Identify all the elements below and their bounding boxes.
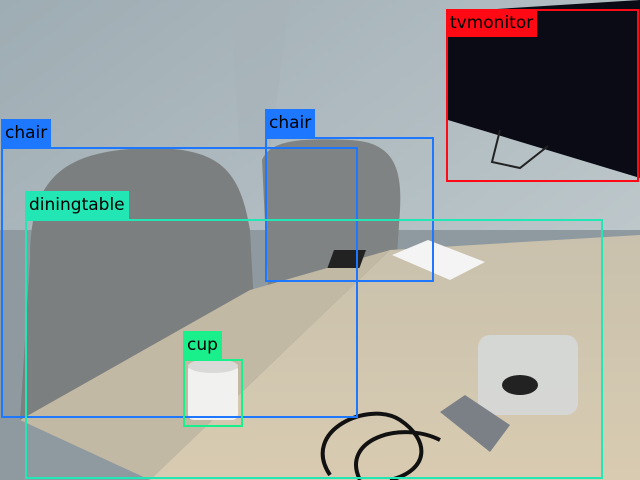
- detection-label-cup: cup: [183, 331, 222, 359]
- detection-box-chair: [265, 137, 434, 282]
- detection-box-diningtable: [25, 219, 603, 479]
- detection-label-tvmonitor: tvmonitor: [446, 9, 538, 37]
- detection-box-tvmonitor: [446, 9, 639, 182]
- detection-label-diningtable: diningtable: [25, 191, 129, 219]
- detection-label-chair: chair: [1, 119, 52, 147]
- detection-box-chair: [1, 147, 358, 418]
- detection-box-cup: [183, 359, 243, 427]
- detection-label-chair: chair: [265, 109, 316, 137]
